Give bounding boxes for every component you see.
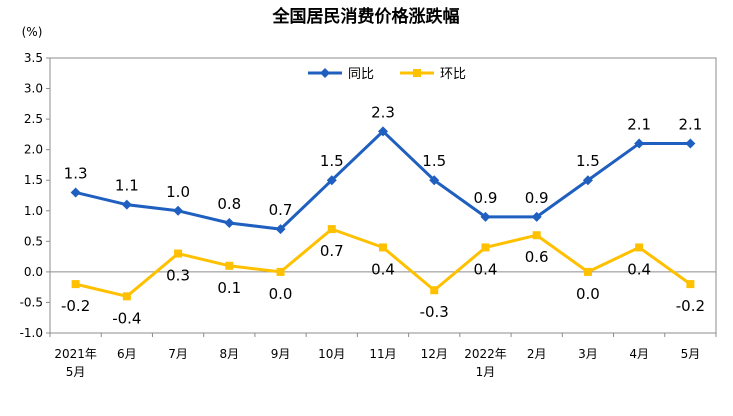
y-tick-label: 3.5 xyxy=(24,51,43,65)
data-label: 0.1 xyxy=(217,279,241,297)
data-label: 0.7 xyxy=(269,201,293,219)
data-point-marker xyxy=(686,280,695,289)
legend-label: 环比 xyxy=(440,67,466,82)
data-label: 0.4 xyxy=(474,260,498,278)
y-tick-label: -0.5 xyxy=(20,295,43,309)
data-point-marker xyxy=(224,218,235,228)
y-tick-label: 0.5 xyxy=(24,234,43,248)
data-point-marker xyxy=(327,225,336,234)
data-label: 0.4 xyxy=(371,260,395,278)
data-point-marker xyxy=(480,211,491,222)
data-label: -0.2 xyxy=(61,297,90,315)
data-label: 1.3 xyxy=(64,164,88,182)
data-point-marker xyxy=(481,243,490,252)
data-label: 1.5 xyxy=(576,152,600,170)
data-point-marker xyxy=(326,175,337,186)
data-point-marker xyxy=(532,231,541,240)
y-tick-label: 3.0 xyxy=(24,82,43,96)
data-point-marker xyxy=(276,267,285,276)
y-tick-label: 1.0 xyxy=(24,204,43,218)
data-label: 1.0 xyxy=(166,183,190,201)
x-tick-label: 5月 xyxy=(66,365,86,379)
data-point-marker xyxy=(71,280,80,289)
data-point-marker xyxy=(173,205,184,216)
data-label: 0.4 xyxy=(627,260,651,278)
data-label: 0.0 xyxy=(576,285,600,303)
legend: 同比 环比 xyxy=(308,67,466,82)
x-tick-label: 12月 xyxy=(421,347,448,361)
x-tick-label: 6月 xyxy=(117,347,137,361)
data-label: -0.4 xyxy=(112,309,141,327)
data-point-marker xyxy=(70,187,81,198)
series-layer: 1.3 1.1 1.0 0.8 0.7 1.5 2.3 1.5 0.9 0.9 1.5 2.1 2.1 -… xyxy=(61,103,705,327)
data-point-marker xyxy=(413,69,421,77)
data-point-marker xyxy=(430,286,439,295)
series-2: -0.2 -0.4 0.3 0.1 0.0 0.7 0.4 -0.3 0.4 0.6 0.0 0.4 -… xyxy=(61,225,705,327)
data-label: 1.1 xyxy=(115,177,139,195)
series-line xyxy=(75,129,691,231)
x-tick-label: 2月 xyxy=(527,347,547,361)
x-tick-label: 1月 xyxy=(476,365,496,379)
data-point-marker xyxy=(378,126,388,137)
y-tick-label: 2.5 xyxy=(24,112,43,126)
x-tick-label: 3月 xyxy=(578,347,598,361)
data-label: 2.1 xyxy=(678,116,702,134)
data-label: 2.3 xyxy=(371,103,395,121)
x-tick-label: 4月 xyxy=(629,347,649,361)
data-label: 1.5 xyxy=(422,152,446,170)
data-point-marker xyxy=(685,138,696,149)
data-label: 2.1 xyxy=(627,116,651,134)
data-label: 0.7 xyxy=(320,242,344,260)
data-point-marker xyxy=(583,267,592,276)
x-tick-label: 8月 xyxy=(219,347,239,361)
data-point-marker xyxy=(531,211,542,222)
data-label: 0.0 xyxy=(269,285,293,303)
data-point-marker xyxy=(634,138,645,149)
data-label: -0.2 xyxy=(676,297,705,315)
axes: 3.5 3.0 2.5 2.0 1.5 1.0 0.5 0.0 -0.5 -1.0 2021年 5月 6… xyxy=(20,51,717,379)
data-label: 0.3 xyxy=(166,267,190,285)
x-tick-label: 5月 xyxy=(681,347,701,361)
data-point-marker xyxy=(582,175,593,186)
data-point-marker xyxy=(121,199,132,210)
data-point-marker xyxy=(379,243,387,252)
data-point-marker xyxy=(122,292,131,301)
y-tick-label: 1.5 xyxy=(24,173,43,187)
data-label: 0.9 xyxy=(474,189,498,207)
data-label: 1.5 xyxy=(320,152,344,170)
series-1: 1.3 1.1 1.0 0.8 0.7 1.5 2.3 1.5 0.9 0.9 1.5 2.1 2.1 xyxy=(64,103,702,235)
y-tick-label: 2.0 xyxy=(24,143,43,157)
data-point-marker xyxy=(225,261,234,270)
data-label: 0.6 xyxy=(525,248,549,266)
y-tick-label: 0.0 xyxy=(24,265,43,279)
y-axis-unit-label: (%) xyxy=(22,25,43,39)
x-tick-label: 2021年 xyxy=(54,347,97,361)
y-tick-label: -1.0 xyxy=(20,326,43,340)
chart-title: 全国居民消费价格涨跌幅 xyxy=(272,6,460,27)
data-point-marker xyxy=(174,249,183,258)
x-tick-label: 9月 xyxy=(271,347,291,361)
data-point-marker xyxy=(635,243,644,252)
x-tick-label: 2022年 xyxy=(464,347,507,361)
x-tick-label: 7月 xyxy=(168,347,188,361)
plot-frame xyxy=(49,57,717,334)
data-label: 0.9 xyxy=(525,189,549,207)
data-label: -0.3 xyxy=(420,303,449,321)
data-point-marker xyxy=(320,68,330,78)
legend-label: 同比 xyxy=(348,67,374,82)
data-label: 0.8 xyxy=(217,195,241,213)
x-tick-label: 11月 xyxy=(369,347,396,361)
data-point-marker xyxy=(275,224,286,235)
x-tick-label: 10月 xyxy=(318,347,345,361)
data-point-marker xyxy=(429,175,440,186)
